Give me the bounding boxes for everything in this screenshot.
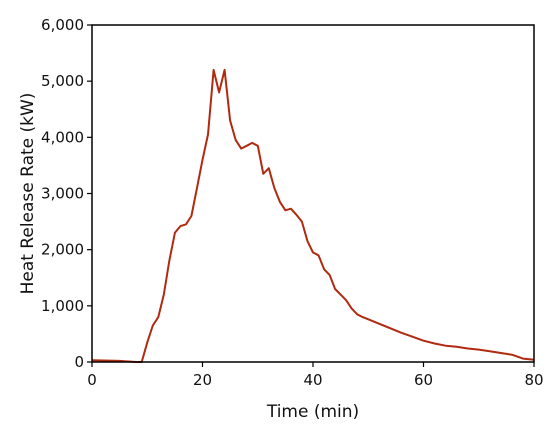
y-axis-ticks: 0 1,000 2,000 3,000 4,000 5,000 6,000 bbox=[41, 16, 92, 371]
y-tick-label: 5,000 bbox=[41, 72, 84, 90]
y-tick-label: 1,000 bbox=[41, 297, 84, 315]
x-tick-label: 20 bbox=[193, 371, 212, 389]
x-tick-label: 60 bbox=[414, 371, 433, 389]
y-tick-label: 6,000 bbox=[41, 16, 84, 34]
y-tick-label: 4,000 bbox=[41, 128, 84, 146]
y-axis-label: Heat Release Rate (kW) bbox=[18, 93, 38, 295]
y-tick-label: 2,000 bbox=[41, 241, 84, 259]
x-axis-ticks: 0 20 40 60 80 bbox=[87, 362, 544, 389]
x-axis-label: Time (min) bbox=[266, 402, 359, 422]
x-tick-label: 0 bbox=[87, 371, 97, 389]
y-tick-label: 0 bbox=[74, 353, 84, 371]
x-tick-label: 40 bbox=[303, 371, 322, 389]
series-line bbox=[91, 68, 535, 363]
y-tick-label: 3,000 bbox=[41, 185, 84, 203]
x-tick-label: 80 bbox=[524, 371, 543, 389]
plot-frame bbox=[91, 24, 535, 363]
